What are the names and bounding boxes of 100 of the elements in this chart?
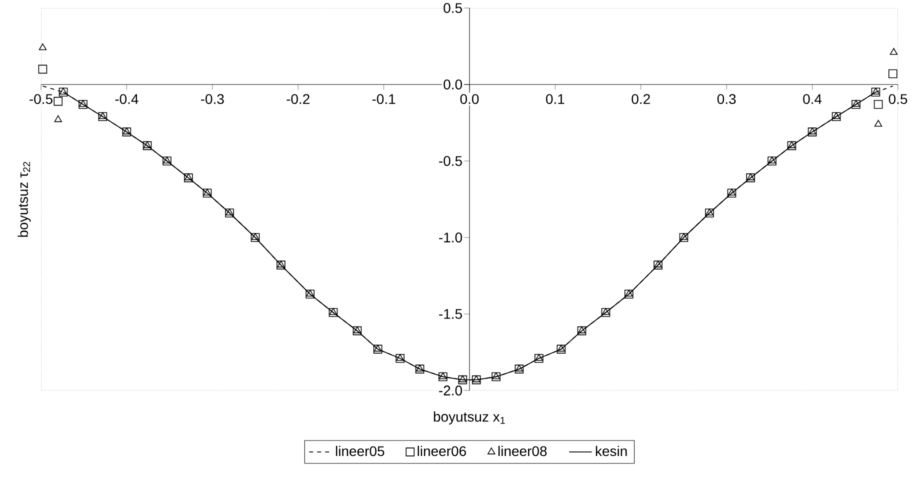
point [625, 289, 633, 296]
point [329, 308, 338, 315]
point [415, 364, 424, 374]
point [122, 127, 132, 136]
point [872, 88, 880, 94]
point [78, 100, 88, 109]
point [438, 372, 448, 381]
point [202, 188, 212, 198]
point [162, 156, 172, 166]
x-tick-label: 0.3 [717, 94, 736, 104]
point [888, 69, 898, 78]
point [680, 232, 688, 240]
point [890, 48, 898, 55]
point [458, 375, 467, 382]
legend-label: kesin [596, 446, 627, 456]
point [306, 289, 314, 296]
point [577, 326, 586, 335]
x-tick-label: 0.0 [460, 94, 479, 104]
x-tick-label: -0.2 [286, 94, 310, 104]
point [396, 354, 404, 361]
point [727, 188, 736, 198]
point [373, 344, 382, 354]
point [472, 375, 481, 384]
point [832, 112, 840, 119]
point [328, 308, 338, 317]
x-tick-label: -0.4 [115, 94, 138, 104]
point [352, 326, 362, 335]
point [728, 188, 736, 196]
point [705, 208, 714, 218]
point [98, 112, 107, 119]
point [458, 375, 468, 384]
point [654, 260, 662, 268]
point [353, 326, 362, 333]
x-tick-label: -0.1 [372, 94, 396, 104]
point [122, 127, 131, 134]
point [654, 260, 662, 270]
point [54, 96, 63, 106]
point [439, 372, 447, 379]
point [746, 173, 754, 180]
point [852, 100, 860, 109]
point [601, 308, 610, 317]
x-tick-label: 0.5 [888, 94, 908, 104]
y-tick-label: -2.0 [439, 385, 462, 396]
point [226, 208, 234, 216]
point [58, 88, 68, 96]
point [679, 232, 688, 242]
point [871, 88, 880, 96]
point [768, 156, 776, 164]
point [225, 208, 234, 218]
y-tick-label: -1.0 [439, 232, 462, 242]
y-tick-label: 0.0 [444, 79, 462, 90]
legend-label: lineer08 [498, 446, 547, 456]
point [852, 100, 860, 107]
point [706, 208, 714, 216]
x-axis-title: boyutsuz x$_{1}$ [434, 411, 505, 424]
point [184, 173, 192, 180]
point [874, 120, 882, 126]
point [556, 344, 566, 354]
point [578, 326, 586, 333]
point [250, 232, 260, 242]
point [203, 188, 212, 196]
point [874, 100, 883, 109]
point [277, 260, 285, 268]
x-tick-label: 0.1 [546, 94, 564, 104]
y-tick-label: -1.5 [439, 308, 462, 319]
point [143, 141, 152, 148]
legend-label: lineer06 [418, 446, 466, 456]
y-tick-label: -0.5 [439, 156, 462, 166]
point [746, 173, 755, 182]
point [79, 100, 87, 107]
point [142, 141, 152, 150]
point [472, 375, 480, 382]
point [602, 308, 610, 315]
point [54, 115, 62, 122]
point [624, 289, 634, 298]
point [492, 372, 500, 381]
x-tick-label: -0.3 [200, 94, 224, 104]
point [535, 354, 543, 361]
x-tick-label: 0.4 [803, 94, 822, 104]
point [492, 372, 500, 379]
point [396, 354, 404, 363]
x-tick-label: -0.5 [30, 94, 52, 104]
point [276, 260, 286, 270]
point [534, 354, 544, 363]
point [557, 344, 566, 352]
y-axis-title: boyutsuz τ$_{22}$ [18, 162, 31, 237]
point [374, 344, 382, 352]
point [808, 127, 816, 134]
point [416, 364, 424, 372]
legend-label: lineer05 [336, 446, 384, 456]
point [59, 88, 68, 94]
point [38, 64, 48, 74]
point [184, 173, 193, 182]
point [808, 127, 817, 136]
point [768, 156, 776, 166]
point [251, 232, 260, 240]
point [832, 112, 841, 121]
point [163, 156, 171, 164]
point [98, 112, 108, 121]
point [514, 364, 524, 374]
